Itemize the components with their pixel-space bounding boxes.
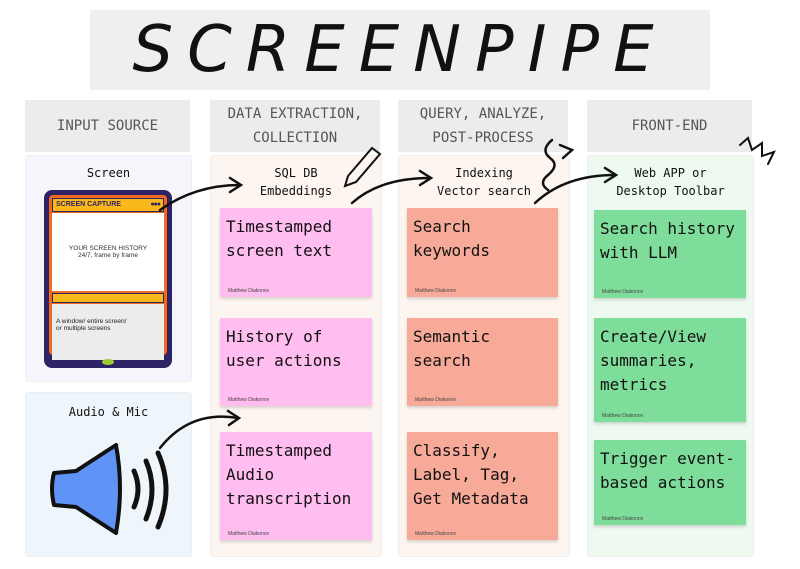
audio-panel: Audio & Mic	[25, 392, 192, 557]
note-search-keywords: Search keywords Matthew Diakonov	[407, 208, 558, 297]
note-text: Create/View summaries, metrics	[600, 327, 706, 394]
query-subtitle: Indexing Vector search	[437, 166, 531, 198]
note-audio-transcription: Timestamped Audio transcription Matthew D…	[220, 432, 372, 540]
screen-title: Screen	[86, 166, 131, 180]
title: SCREENPIPE	[132, 13, 668, 87]
header-input-source: INPUT SOURCE	[25, 100, 190, 152]
speaker-icon	[50, 443, 169, 535]
note-author: Matthew Diakonov	[228, 288, 270, 294]
note-author: Matthew Diakonov	[415, 288, 457, 294]
note-text: Timestamped screen text	[226, 217, 332, 260]
header-data-extraction: DATA EXTRACTION, COLLECTION	[210, 100, 380, 152]
card-label: SCREEN CAPTURE ●●●	[52, 198, 164, 212]
note-user-actions: History of user actions Matthew Diakonov	[220, 318, 372, 406]
note-screen-text: Timestamped screen text Matthew Diakonov	[220, 208, 372, 297]
note-summaries: Create/View summaries, metrics Matthew Di…	[594, 318, 746, 422]
note-text: Timestamped Audio transcription	[226, 441, 352, 508]
card-footer: A window/ entire screen/ or multiple scr…	[52, 304, 164, 360]
note-text: Search history with LLM	[600, 219, 735, 262]
card-label-text: SCREEN CAPTURE	[56, 201, 121, 208]
note-author: Matthew Diakonov	[602, 516, 644, 522]
header-front-end: FRONT-END	[587, 100, 752, 152]
note-author: Matthew Diakonov	[228, 397, 270, 403]
dots-icon: ●●●	[150, 201, 161, 208]
screen-capture-card: SCREEN CAPTURE ●●● YOUR SCREEN HISTORY 24…	[44, 190, 172, 368]
note-text: Search keywords	[413, 217, 491, 260]
note-text: History of user actions	[226, 327, 342, 370]
card-body: YOUR SCREEN HISTORY 24/7, frame by frame	[52, 213, 164, 291]
note-author: Matthew Diakonov	[602, 289, 644, 295]
note-author: Matthew Diakonov	[228, 531, 270, 537]
header-query: QUERY, ANALYZE, POST-PROCESS	[398, 100, 568, 152]
note-text: Trigger event- based actions	[600, 449, 735, 492]
extraction-subtitle: SQL DB Embeddings	[259, 166, 333, 198]
note-trigger-actions: Trigger event- based actions Matthew Diak…	[594, 440, 746, 525]
title-banner: SCREENPIPE	[90, 10, 710, 90]
note-author: Matthew Diakonov	[415, 397, 457, 403]
note-text: Classify, Label, Tag, Get Metadata	[413, 441, 529, 508]
note-author: Matthew Diakonov	[602, 413, 644, 419]
note-search-history: Search history with LLM Matthew Diakonov	[594, 210, 746, 298]
note-text: Semantic search	[413, 327, 491, 370]
screen-panel: Screen SCREEN CAPTURE ●●● YOUR SCREEN HIS…	[25, 155, 192, 382]
note-author: Matthew Diakonov	[415, 531, 457, 537]
frontend-subtitle: Web APP or Desktop Toolbar	[616, 166, 725, 198]
note-semantic-search: Semantic search Matthew Diakonov	[407, 318, 558, 406]
note-classify: Classify, Label, Tag, Get Metadata Matthe…	[407, 432, 558, 540]
audio-title: Audio & Mic	[68, 405, 149, 419]
